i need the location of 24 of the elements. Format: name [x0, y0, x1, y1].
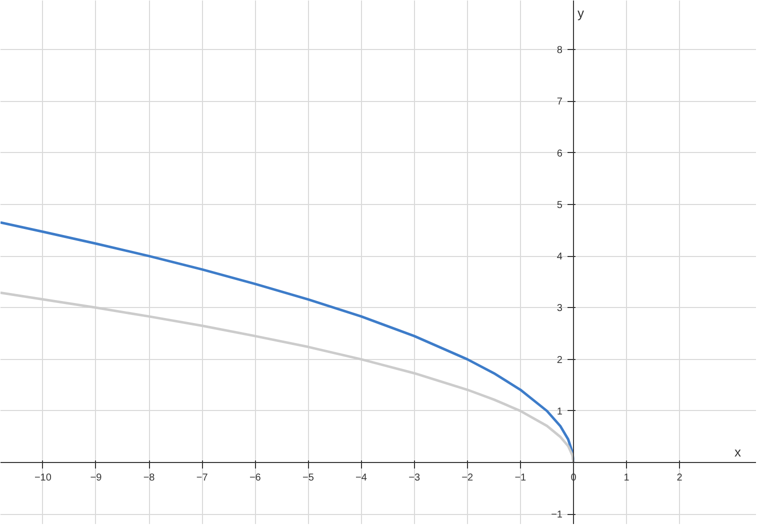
- y-tick-label: 8: [556, 45, 563, 56]
- x-tick-label: −5: [302, 472, 314, 484]
- x-tick-label: −10: [34, 472, 52, 484]
- x-tick-label: −6: [249, 472, 262, 484]
- line-series: [0, 291, 575, 464]
- x-tick-label: 2: [676, 472, 683, 484]
- x-tick-label: −2: [462, 472, 474, 484]
- x-tick-label: −1: [514, 472, 527, 484]
- y-axis-title: y: [577, 6, 584, 20]
- y-tick-label: 1: [556, 406, 563, 418]
- x-tick-label: −3: [408, 472, 420, 484]
- y-tick-label: 4: [556, 252, 563, 263]
- x-tick-label: −9: [90, 472, 102, 484]
- y-tick-label: −1: [551, 510, 563, 521]
- x-tick-label: −4: [356, 472, 368, 484]
- x-axis-title: x: [734, 444, 742, 460]
- y-tick-label: 6: [556, 148, 563, 160]
- y-tick-label: 7: [556, 96, 563, 108]
- y-tick-label: 5: [556, 200, 563, 211]
- x-tick-label: −7: [196, 472, 208, 484]
- x-tick-label: −8: [143, 472, 156, 484]
- y-tick-label: 2: [556, 354, 563, 366]
- x-tick-label: 1: [624, 472, 630, 484]
- y-tick-label: 3: [556, 303, 563, 314]
